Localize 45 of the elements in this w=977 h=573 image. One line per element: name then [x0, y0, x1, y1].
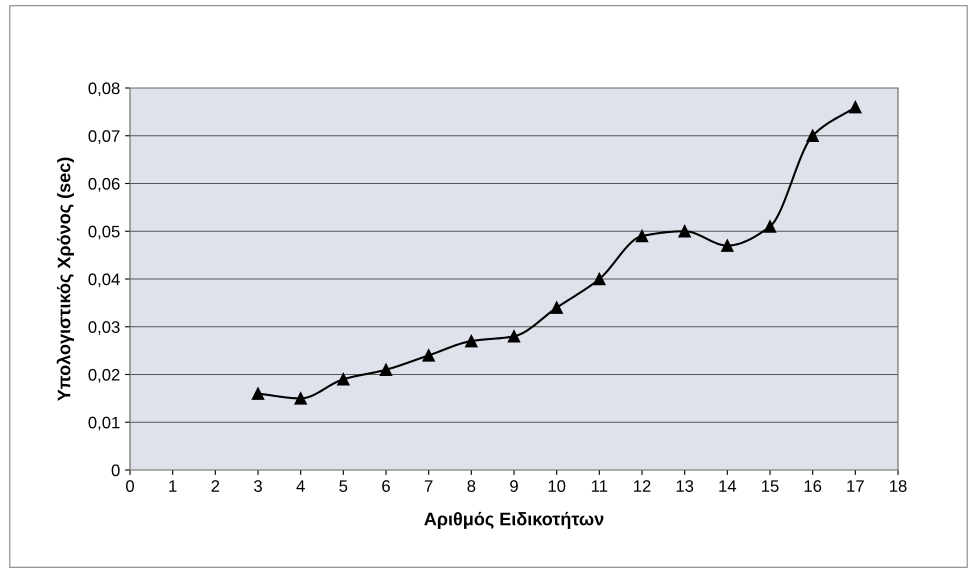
x-tick-label: 14: [719, 480, 736, 492]
point: [806, 130, 819, 142]
point: [294, 392, 307, 405]
point: [380, 363, 392, 376]
y-tick-label: 0,03: [88, 321, 120, 335]
x-tick-label: 2: [212, 480, 220, 492]
x-tick-label: 18: [890, 480, 907, 492]
x-tick-label: 5: [339, 480, 348, 492]
y-tick-label: 0,06: [88, 178, 120, 192]
x-tick-label: 10: [548, 480, 566, 492]
point: [508, 330, 520, 343]
x-tick-label: 0: [126, 480, 134, 492]
point: [636, 230, 648, 242]
x-tick-label: 7: [424, 480, 432, 492]
y-tick-label: 0,08: [88, 82, 120, 96]
point: [337, 373, 350, 386]
x-tick-label: 11: [592, 480, 608, 492]
x-tick-label: 8: [467, 480, 476, 492]
x-tick-label: 17: [847, 480, 864, 492]
point: [422, 349, 435, 362]
x-tick-label: 16: [804, 480, 822, 492]
x-tick-label: 15: [762, 480, 779, 492]
point: [678, 225, 691, 238]
point: [465, 334, 478, 348]
x-tick-label: 1: [169, 480, 176, 492]
x-tick-label: 6: [382, 480, 390, 492]
y-tick-label: 0,01: [88, 416, 120, 430]
x-axis-title: Αριθμός Ειδικοτήτων: [424, 512, 604, 529]
x-tick-label: 3: [254, 480, 262, 492]
y-tick-label: 0,07: [88, 130, 120, 144]
x-tick-label: 13: [676, 480, 694, 492]
point: [764, 220, 776, 233]
y-tick-label: 0: [112, 464, 120, 476]
point: [252, 387, 264, 400]
y-tick-label: 0,02: [88, 368, 120, 383]
y-tick-label: 0,04: [88, 273, 120, 288]
y-tick-label: 0,05: [88, 226, 120, 240]
x-tick-label: 12: [634, 480, 650, 492]
point: [849, 100, 862, 114]
point: [593, 272, 606, 286]
y-axis-title: Υπολογιστικός Χρόνος (sec): [56, 158, 74, 401]
point: [550, 301, 563, 314]
x-tick-label: 4: [296, 480, 305, 492]
x-tick-label: 9: [510, 480, 518, 492]
point: [721, 239, 734, 252]
